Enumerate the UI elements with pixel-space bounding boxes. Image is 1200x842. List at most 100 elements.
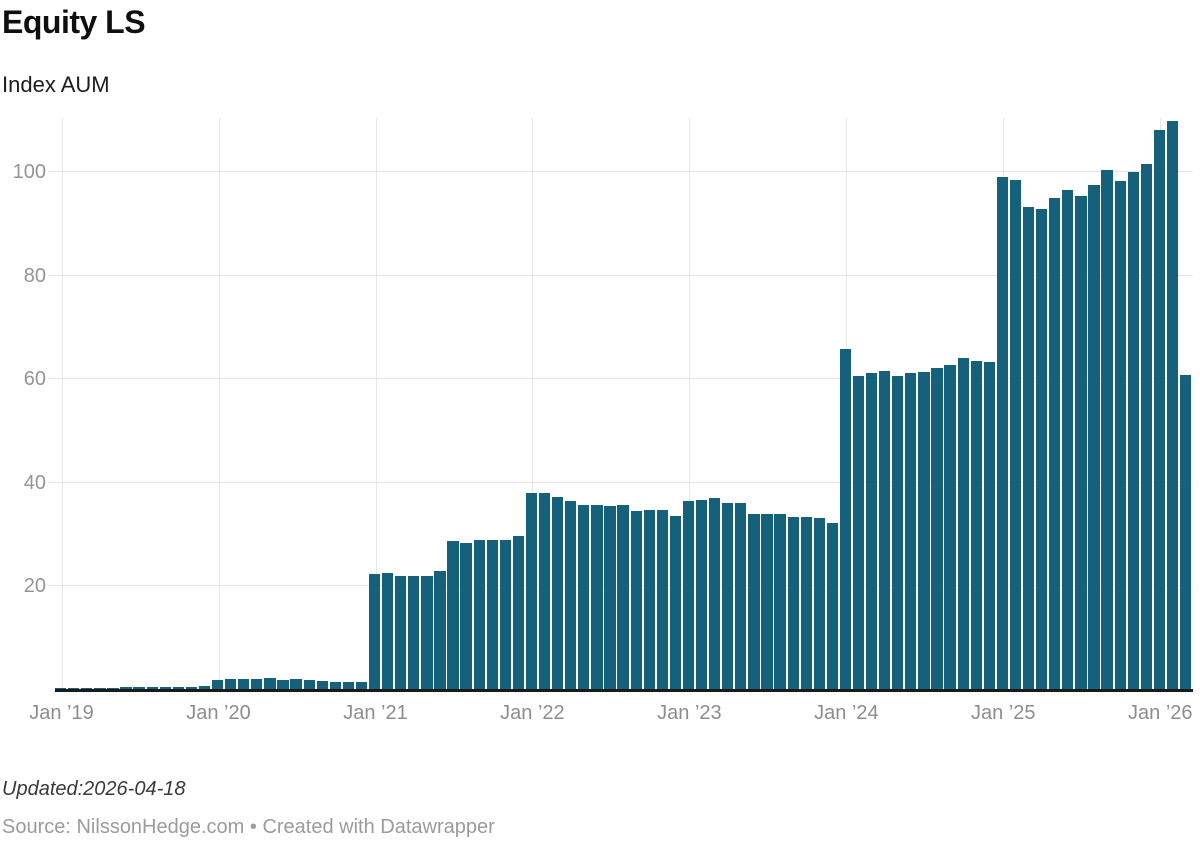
bar-2025-05 [1049, 197, 1061, 690]
h-gridline [48, 481, 1193, 483]
x-tick-label: Jan ’26 [1128, 702, 1193, 724]
bar-2022-09 [630, 511, 642, 690]
bar-2026-01 [1153, 130, 1166, 690]
h-gridline [48, 378, 1193, 380]
bar-2021-10 [486, 540, 498, 690]
bar-2023-01 [682, 501, 695, 690]
v-gridline [61, 118, 63, 690]
bar-2025-11 [1127, 171, 1139, 690]
bar-2022-11 [656, 510, 668, 690]
plot-area [48, 118, 1193, 692]
bar-2021-04 [408, 575, 420, 690]
x-tick-label: Jan ’24 [814, 702, 879, 724]
chart-title: Equity LS [2, 4, 146, 40]
bar-2023-08 [774, 514, 786, 690]
v-gridline [218, 118, 220, 690]
bar-2023-02 [695, 500, 708, 690]
bar-2022-12 [669, 516, 682, 690]
bar-2020-11 [342, 681, 355, 690]
bar-2025-07 [1075, 196, 1087, 690]
y-axis-labels: 20 40 60 80 100 [0, 118, 46, 690]
x-tick-label: Jan ’20 [186, 702, 251, 724]
bar-2022-04 [565, 501, 577, 690]
bar-2020-10 [329, 682, 341, 690]
bar-2024-10 [957, 358, 969, 690]
bar-2025-06 [1062, 190, 1074, 690]
bar-2024-09 [944, 365, 956, 690]
bar-2021-03 [395, 575, 407, 690]
bar-2020-06 [277, 679, 289, 690]
bar-2021-12 [512, 536, 525, 690]
bar-2023-11 [813, 518, 825, 690]
bar-2019-06 [120, 687, 132, 690]
bar-2024-08 [931, 368, 943, 690]
bar-2025-09 [1101, 169, 1113, 690]
bar-2022-08 [617, 505, 629, 690]
h-gridline [48, 274, 1193, 276]
bar-chart: 20 40 60 80 100 Jan ’19 Jan ’20 Jan ’21 Jan ’22… [0, 118, 1193, 724]
bar-2019-09 [159, 687, 171, 690]
bar-2020-04 [251, 678, 263, 690]
bar-2026-02 [1166, 121, 1179, 690]
bar-2022-10 [643, 509, 655, 690]
v-gridline [689, 118, 691, 690]
bar-2021-11 [499, 540, 511, 690]
updated-note: Updated:2026-04-18 [2, 778, 186, 800]
bar-2025-02 [1009, 179, 1022, 690]
bar-2020-01 [211, 679, 224, 690]
bar-2024-04 [879, 370, 891, 690]
bar-2024-01 [839, 349, 852, 690]
chart-subtitle: Index AUM [2, 72, 110, 97]
x-tick-label: Jan ’21 [343, 702, 408, 724]
bar-2019-11 [185, 686, 198, 690]
bar-2020-12 [355, 681, 368, 690]
bar-2021-06 [434, 571, 446, 690]
bar-2024-07 [918, 372, 930, 690]
bar-2023-07 [761, 514, 773, 690]
bar-2020-07 [290, 679, 302, 690]
bar-2021-01 [368, 573, 381, 690]
y-tick-label: 60 [23, 368, 46, 391]
bar-2023-05 [735, 503, 747, 690]
bar-2019-04 [94, 687, 106, 690]
bar-2019-07 [133, 687, 145, 690]
v-gridline [532, 118, 534, 690]
bar-2023-10 [800, 516, 812, 690]
x-axis-baseline [55, 689, 1193, 692]
bar-2024-05 [892, 376, 904, 690]
x-tick-label: Jan ’22 [500, 702, 565, 724]
x-tick-label: Jan ’25 [971, 702, 1036, 724]
bar-2022-06 [591, 505, 603, 690]
bar-2023-09 [787, 516, 799, 690]
bar-2024-03 [865, 373, 878, 690]
bar-2022-07 [604, 505, 616, 690]
bar-2026-03 [1179, 375, 1192, 690]
y-tick-label: 100 [12, 160, 46, 183]
bar-2023-06 [748, 513, 760, 690]
bar-2022-03 [552, 497, 564, 690]
bar-2021-09 [473, 539, 485, 690]
bar-2022-02 [538, 492, 551, 690]
bar-2024-02 [852, 376, 865, 690]
y-tick-label: 40 [23, 471, 46, 494]
bar-2023-03 [709, 498, 721, 690]
bar-2024-06 [905, 373, 917, 690]
bar-2024-12 [983, 362, 995, 690]
h-gridline [48, 170, 1193, 172]
bar-2020-02 [225, 679, 237, 690]
bar-2025-10 [1114, 181, 1126, 690]
bar-2025-04 [1036, 208, 1048, 690]
bar-2022-01 [525, 493, 538, 690]
y-tick-label: 80 [23, 264, 46, 287]
v-gridline [375, 118, 377, 690]
bar-2020-03 [238, 679, 250, 690]
bar-2019-12 [198, 686, 211, 690]
x-tick-label: Jan ’23 [657, 702, 722, 724]
bar-2020-05 [264, 677, 276, 690]
bar-2025-08 [1088, 185, 1100, 690]
bar-2021-05 [421, 575, 433, 690]
bar-2021-07 [447, 540, 459, 690]
bar-2021-08 [460, 542, 472, 690]
x-tick-label: Jan ’19 [29, 702, 94, 724]
